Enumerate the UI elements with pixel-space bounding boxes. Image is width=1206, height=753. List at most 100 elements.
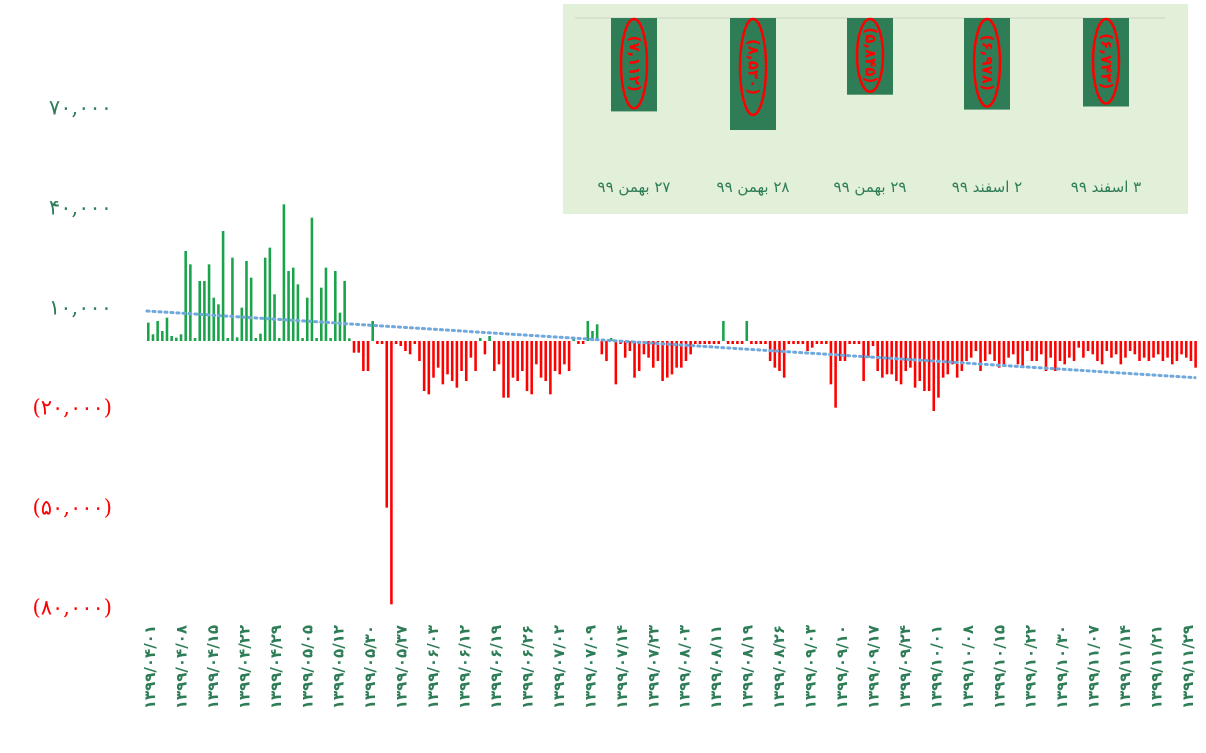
x-tick-label: ۱۳۹۹/۰۸/۲۶ xyxy=(770,625,788,709)
bar xyxy=(414,341,417,344)
bar xyxy=(1049,341,1052,358)
inset-category-label: ۲۸ بهمن ۹۹ xyxy=(717,178,790,196)
bar xyxy=(708,341,711,344)
bar xyxy=(825,341,828,344)
inset-data-label: (۶,۷۴۳) xyxy=(1098,33,1116,89)
bar xyxy=(203,281,206,341)
bar xyxy=(624,341,627,358)
inset-data-label: (۸,۵۳۰) xyxy=(745,39,763,95)
bar xyxy=(867,341,870,358)
y-tick-label: ۴۰,۰۰۰ xyxy=(49,196,112,220)
y-tick-label: ۷۰,۰۰۰ xyxy=(49,96,112,120)
bar xyxy=(367,341,370,371)
bar xyxy=(292,268,295,341)
bar xyxy=(764,341,767,344)
bar xyxy=(1021,341,1024,368)
x-tick-label: ۱۳۹۹/۰۵/۱۲ xyxy=(330,625,348,709)
bar xyxy=(727,341,730,344)
bar xyxy=(970,341,973,358)
bar xyxy=(909,341,912,368)
inset-data-label: (۶,۹۷۸) xyxy=(979,35,997,91)
bar xyxy=(470,341,473,358)
x-tick-label: ۱۳۹۹/۰۵/۳۰ xyxy=(361,625,379,709)
bar xyxy=(904,341,907,371)
bar xyxy=(1054,341,1057,371)
bar xyxy=(236,337,239,341)
bar xyxy=(488,336,491,341)
bar xyxy=(1026,341,1029,351)
bar xyxy=(774,341,777,368)
bar xyxy=(381,341,384,344)
bar xyxy=(881,341,884,378)
bar xyxy=(979,341,982,371)
bar xyxy=(937,341,940,398)
bar xyxy=(820,341,823,344)
bar xyxy=(554,341,557,371)
x-tick-label: ۱۳۹۹/۰۸/۰۳ xyxy=(676,625,694,709)
main-bar-series xyxy=(147,204,1197,604)
bar xyxy=(180,334,183,341)
bar xyxy=(437,341,440,368)
bar xyxy=(605,341,608,361)
x-tick-label: ۱۳۹۹/۰۴/۲۲ xyxy=(235,625,253,709)
bar xyxy=(694,341,697,344)
bar xyxy=(862,341,865,381)
bar xyxy=(507,341,510,398)
bar xyxy=(666,341,669,378)
bar xyxy=(465,341,468,381)
bar xyxy=(923,341,926,391)
bar xyxy=(241,308,244,341)
bar xyxy=(638,341,641,371)
bar xyxy=(1087,341,1090,351)
bar xyxy=(792,341,795,344)
x-axis-labels: ۱۳۹۹/۰۴/۰۱ ۱۳۹۹/۰۴/۰۸ ۱۳۹۹/۰۴/۱۵ ۱۳۹۹/۰۴/۲۲… xyxy=(141,625,1197,709)
bar xyxy=(741,341,744,344)
bar xyxy=(1138,341,1141,361)
x-tick-label: ۱۳۹۹/۱۱/۰۷ xyxy=(1085,625,1103,709)
x-tick-label: ۱۳۹۹/۰۷/۰۲ xyxy=(550,625,568,709)
bar xyxy=(479,338,482,341)
bar xyxy=(442,341,445,384)
bar xyxy=(404,341,407,351)
bar xyxy=(811,341,814,348)
bar xyxy=(161,331,164,341)
bar xyxy=(446,341,449,374)
bar xyxy=(947,341,950,374)
bar xyxy=(750,341,753,344)
bar xyxy=(353,341,356,353)
bar xyxy=(713,341,716,344)
bar xyxy=(245,261,248,341)
bar xyxy=(521,341,524,371)
bar xyxy=(989,341,992,354)
bar xyxy=(217,304,220,341)
bar xyxy=(474,341,477,371)
bar xyxy=(334,271,337,341)
x-tick-label: ۱۳۹۹/۱۰/۰۱ xyxy=(927,625,945,709)
bar xyxy=(512,341,515,378)
bar xyxy=(297,284,300,341)
inset-data-label: (۷,۱۱۲) xyxy=(626,36,644,92)
bar xyxy=(376,341,379,344)
bar xyxy=(371,321,374,341)
bar xyxy=(170,336,173,341)
bar xyxy=(516,341,519,381)
bar xyxy=(1115,341,1118,354)
bar xyxy=(301,338,304,341)
bar xyxy=(722,321,725,341)
bar xyxy=(152,334,155,341)
x-tick-label: ۱۳۹۹/۰۴/۰۸ xyxy=(173,625,191,709)
bar xyxy=(399,341,402,346)
bar xyxy=(395,341,398,344)
bar xyxy=(259,334,262,341)
bar xyxy=(208,264,211,341)
bar xyxy=(577,341,580,344)
bar xyxy=(1040,341,1043,354)
x-tick-label: ۱۳۹۹/۱۰/۱۵ xyxy=(990,625,1008,709)
bar xyxy=(385,341,388,508)
bar xyxy=(834,341,837,408)
bar xyxy=(689,341,692,354)
bar xyxy=(928,341,931,391)
bar xyxy=(736,341,739,344)
x-tick-label: ۱۳۹۹/۰۸/۱۱ xyxy=(707,625,725,709)
bar xyxy=(797,341,800,344)
